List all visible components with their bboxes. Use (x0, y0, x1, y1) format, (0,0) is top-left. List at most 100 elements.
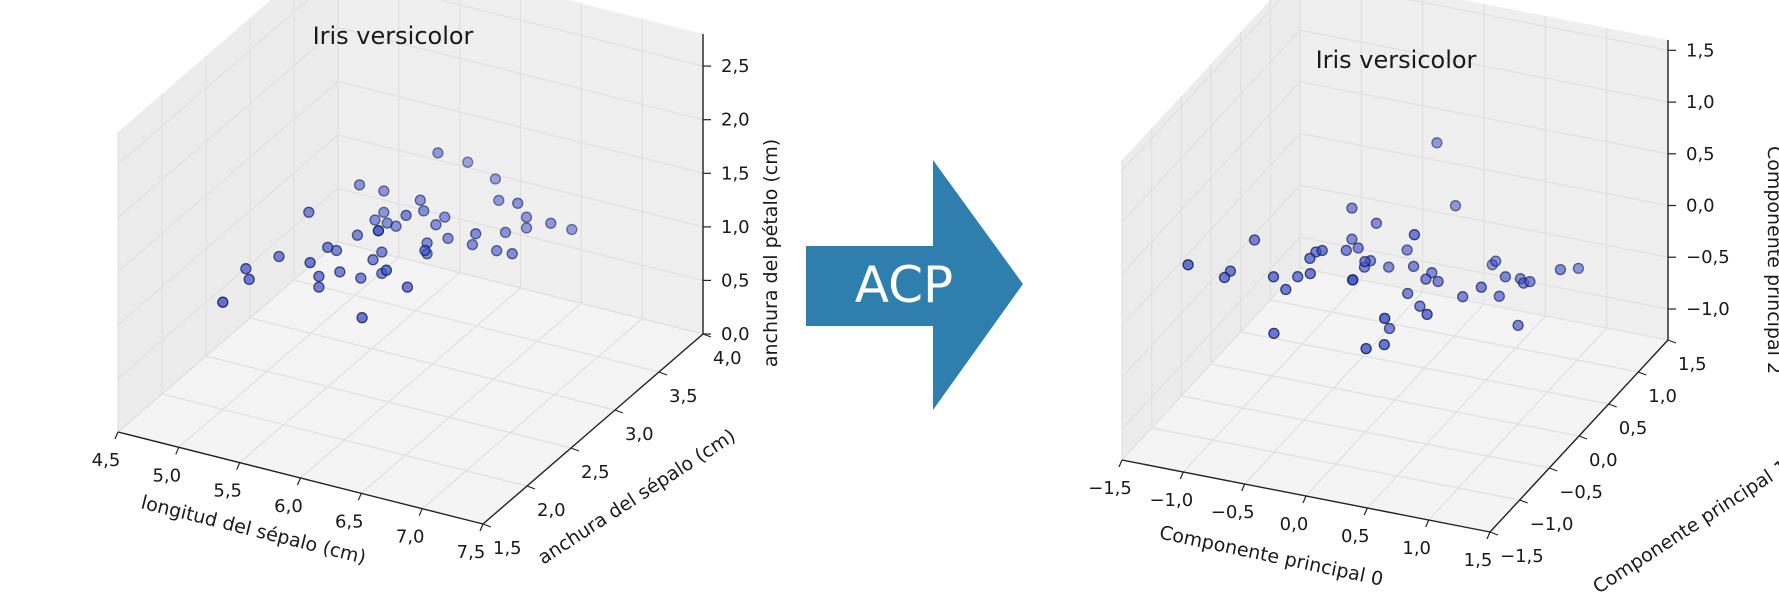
chart-points (217, 147, 578, 324)
data-point (1407, 260, 1420, 273)
data-point (376, 246, 388, 258)
y-tick-label: −1,0 (1530, 514, 1574, 535)
data-point (491, 245, 503, 257)
data-point (353, 179, 366, 191)
y-tick-mark (1578, 435, 1588, 440)
data-point (303, 206, 315, 218)
grid-line (1121, 236, 1301, 430)
chart-grid (1121, 0, 1669, 533)
data-point (1493, 290, 1505, 302)
data-point (1421, 308, 1433, 321)
z-tick-label: 1,5 (1686, 40, 1715, 61)
grid-line (1121, 133, 1301, 326)
data-point (1359, 255, 1371, 268)
data-point (1379, 312, 1391, 325)
grid-line (1210, 363, 1580, 437)
y-tick-label: 1,5 (1678, 354, 1707, 375)
y-tick-mark (526, 485, 536, 490)
x-tick-mark (1363, 507, 1368, 516)
grid-line (249, 317, 616, 411)
grid-line (293, 279, 660, 373)
grid-line (117, 187, 339, 379)
data-point (1512, 319, 1524, 332)
data-point (380, 264, 393, 276)
x-tick-mark (1425, 519, 1430, 528)
data-point (1449, 200, 1462, 212)
data-point (273, 250, 285, 263)
data-point (520, 222, 533, 234)
grid-line (161, 393, 528, 487)
data-point (506, 248, 518, 260)
y-tick-label: 1,5 (493, 538, 522, 559)
data-point (367, 254, 379, 266)
y-tick-mark (614, 409, 624, 414)
y-axis-line (482, 333, 704, 525)
chart-ticks: −1,5−1,0−0,50,00,51,01,5 −1,5−1,0−0,50,00… (1088, 40, 1730, 571)
grid-line (1299, 29, 1669, 103)
grid-line (1121, 81, 1301, 275)
y-tick-mark (570, 447, 580, 452)
grid-line (117, 80, 339, 272)
y-tick-mark (1667, 339, 1677, 344)
x-axis-label: longitud del sépalo (cm) (139, 492, 368, 569)
chart-title: Iris versicolor (313, 22, 474, 50)
data-point (1475, 281, 1487, 293)
x-tick-label: 0,0 (1280, 514, 1309, 535)
data-point (313, 270, 325, 283)
data-point (1292, 271, 1304, 283)
x-tick-label: −1,5 (1088, 478, 1132, 499)
grid-line (117, 0, 309, 165)
z-tick-label: −0,5 (1686, 247, 1730, 268)
data-point (1383, 261, 1395, 273)
y-tick-mark (1489, 531, 1499, 536)
data-point (1280, 283, 1292, 296)
data-point (432, 147, 444, 159)
z-tick-label: 1,5 (721, 163, 750, 184)
data-point (466, 238, 479, 251)
arrow-shape (806, 160, 1023, 410)
y-tick-mark (658, 371, 668, 376)
data-point (313, 281, 325, 293)
y-tick-mark (1638, 371, 1647, 376)
data-point (414, 194, 426, 206)
x-tick-mark (175, 447, 180, 455)
chart-sepal-petal: 4,5 5,0 5,5 6,0 6,5 7,0 7,5 1,5 2,0 2,5 3,0 3,5 4,0 0… (92, 0, 782, 569)
grid-line (1121, 0, 1281, 171)
x-tick-label: 1,0 (1402, 538, 1431, 559)
z-tick-label: −1,0 (1686, 299, 1730, 320)
data-point (369, 214, 381, 226)
data-point (1420, 273, 1432, 285)
data-point (1431, 137, 1443, 149)
grid-line (1407, 0, 1669, 51)
data-point (1347, 274, 1359, 286)
grid-line (117, 241, 339, 433)
x-tick-label: 7,5 (457, 542, 486, 563)
chart-ticks: 4,5 5,0 5,5 6,0 6,5 7,0 7,5 1,5 2,0 2,5 3,0 3,5 4,0 0… (92, 56, 750, 563)
z-tick-label: 0,5 (1686, 144, 1715, 165)
grid-line (1299, 267, 1669, 341)
y-tick-label: 0,5 (1619, 418, 1648, 439)
data-point (499, 226, 512, 239)
grid-line (300, 287, 521, 479)
x-tick-label: 6,5 (335, 511, 364, 532)
grid-line (1121, 184, 1301, 378)
x-tick-label: 5,5 (213, 481, 242, 502)
grid-line (337, 27, 704, 121)
side-pane (118, 0, 338, 432)
z-tick-label: 2,0 (721, 110, 750, 131)
data-point (1383, 322, 1396, 335)
grid-line (117, 27, 339, 219)
data-point (1316, 244, 1328, 257)
data-point (1490, 255, 1502, 267)
y-tick-label: 3,0 (625, 424, 654, 445)
grid-line (1240, 331, 1609, 405)
x-tick-label: 0,5 (1341, 526, 1370, 547)
grid-line (1270, 299, 1639, 373)
grid-line (337, 187, 704, 281)
x-tick-label: −1,0 (1149, 490, 1193, 511)
data-point (378, 206, 390, 219)
data-point (489, 173, 502, 185)
data-point (512, 197, 524, 209)
data-point (1554, 263, 1567, 276)
